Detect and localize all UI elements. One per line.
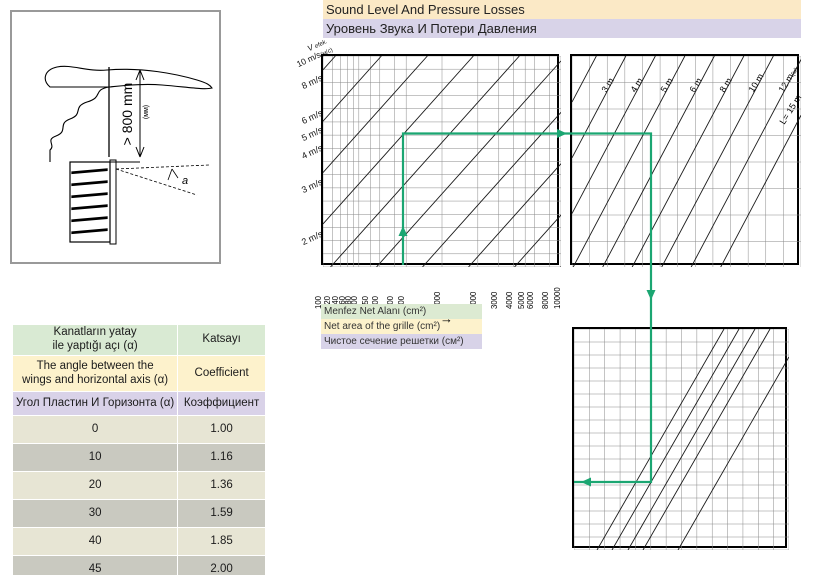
svg-text:(мм): (мм) [143, 105, 150, 119]
svg-text:> 800 mm: > 800 mm [119, 83, 135, 146]
svg-text:a: a [182, 175, 188, 187]
